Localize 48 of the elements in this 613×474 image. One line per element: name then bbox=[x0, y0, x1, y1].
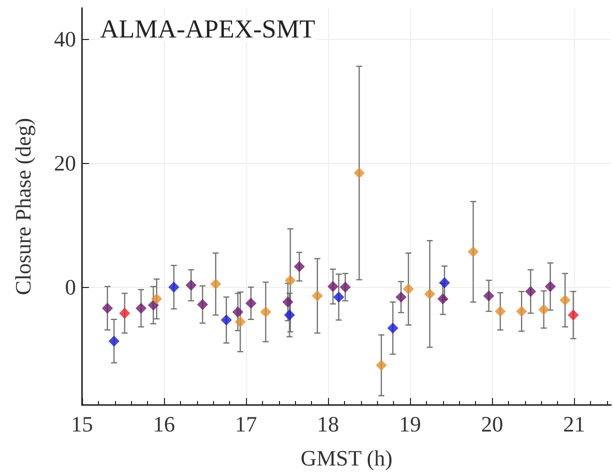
annotation: ALMA-APEX-SMT bbox=[100, 14, 316, 44]
x-tick-label: 15 bbox=[71, 412, 93, 436]
point bbox=[102, 302, 113, 314]
point bbox=[376, 360, 387, 371]
point bbox=[197, 299, 208, 310]
point bbox=[424, 288, 436, 300]
y-tick-label: 0 bbox=[65, 274, 76, 300]
point bbox=[232, 306, 244, 318]
point bbox=[327, 281, 338, 292]
point bbox=[151, 293, 162, 304]
x-axis-title: GMST (h) bbox=[300, 446, 392, 470]
y-axis-title: Closure Phase (deg) bbox=[10, 118, 36, 296]
point bbox=[516, 306, 528, 317]
point bbox=[560, 294, 571, 306]
point bbox=[294, 261, 305, 272]
point bbox=[108, 336, 120, 347]
x-tick-label: 16 bbox=[153, 412, 176, 436]
point bbox=[220, 314, 232, 326]
point bbox=[312, 290, 323, 302]
point bbox=[525, 286, 536, 297]
point bbox=[387, 322, 398, 334]
x-tick-label: 20 bbox=[481, 412, 504, 436]
point bbox=[234, 316, 246, 328]
point bbox=[245, 298, 256, 309]
point bbox=[354, 168, 365, 179]
point bbox=[568, 310, 579, 321]
point bbox=[119, 308, 130, 319]
point bbox=[396, 292, 407, 303]
x-tick-label: 17 bbox=[235, 412, 258, 436]
point bbox=[186, 280, 197, 291]
x-tick-label: 18 bbox=[317, 412, 340, 436]
point bbox=[333, 292, 344, 303]
y-tick-label: 40 bbox=[54, 26, 76, 52]
y-tick-label: 20 bbox=[54, 150, 76, 176]
point bbox=[483, 290, 494, 302]
point bbox=[282, 296, 294, 308]
point bbox=[168, 282, 180, 293]
x-tick-label: 21 bbox=[563, 412, 586, 436]
point bbox=[544, 281, 556, 292]
point bbox=[538, 304, 550, 315]
x-tick-label: 19 bbox=[399, 412, 422, 436]
point bbox=[494, 306, 506, 317]
point bbox=[260, 306, 272, 318]
point bbox=[402, 284, 414, 294]
point bbox=[468, 246, 479, 258]
point bbox=[340, 282, 351, 293]
point bbox=[210, 278, 222, 290]
point bbox=[136, 302, 147, 314]
